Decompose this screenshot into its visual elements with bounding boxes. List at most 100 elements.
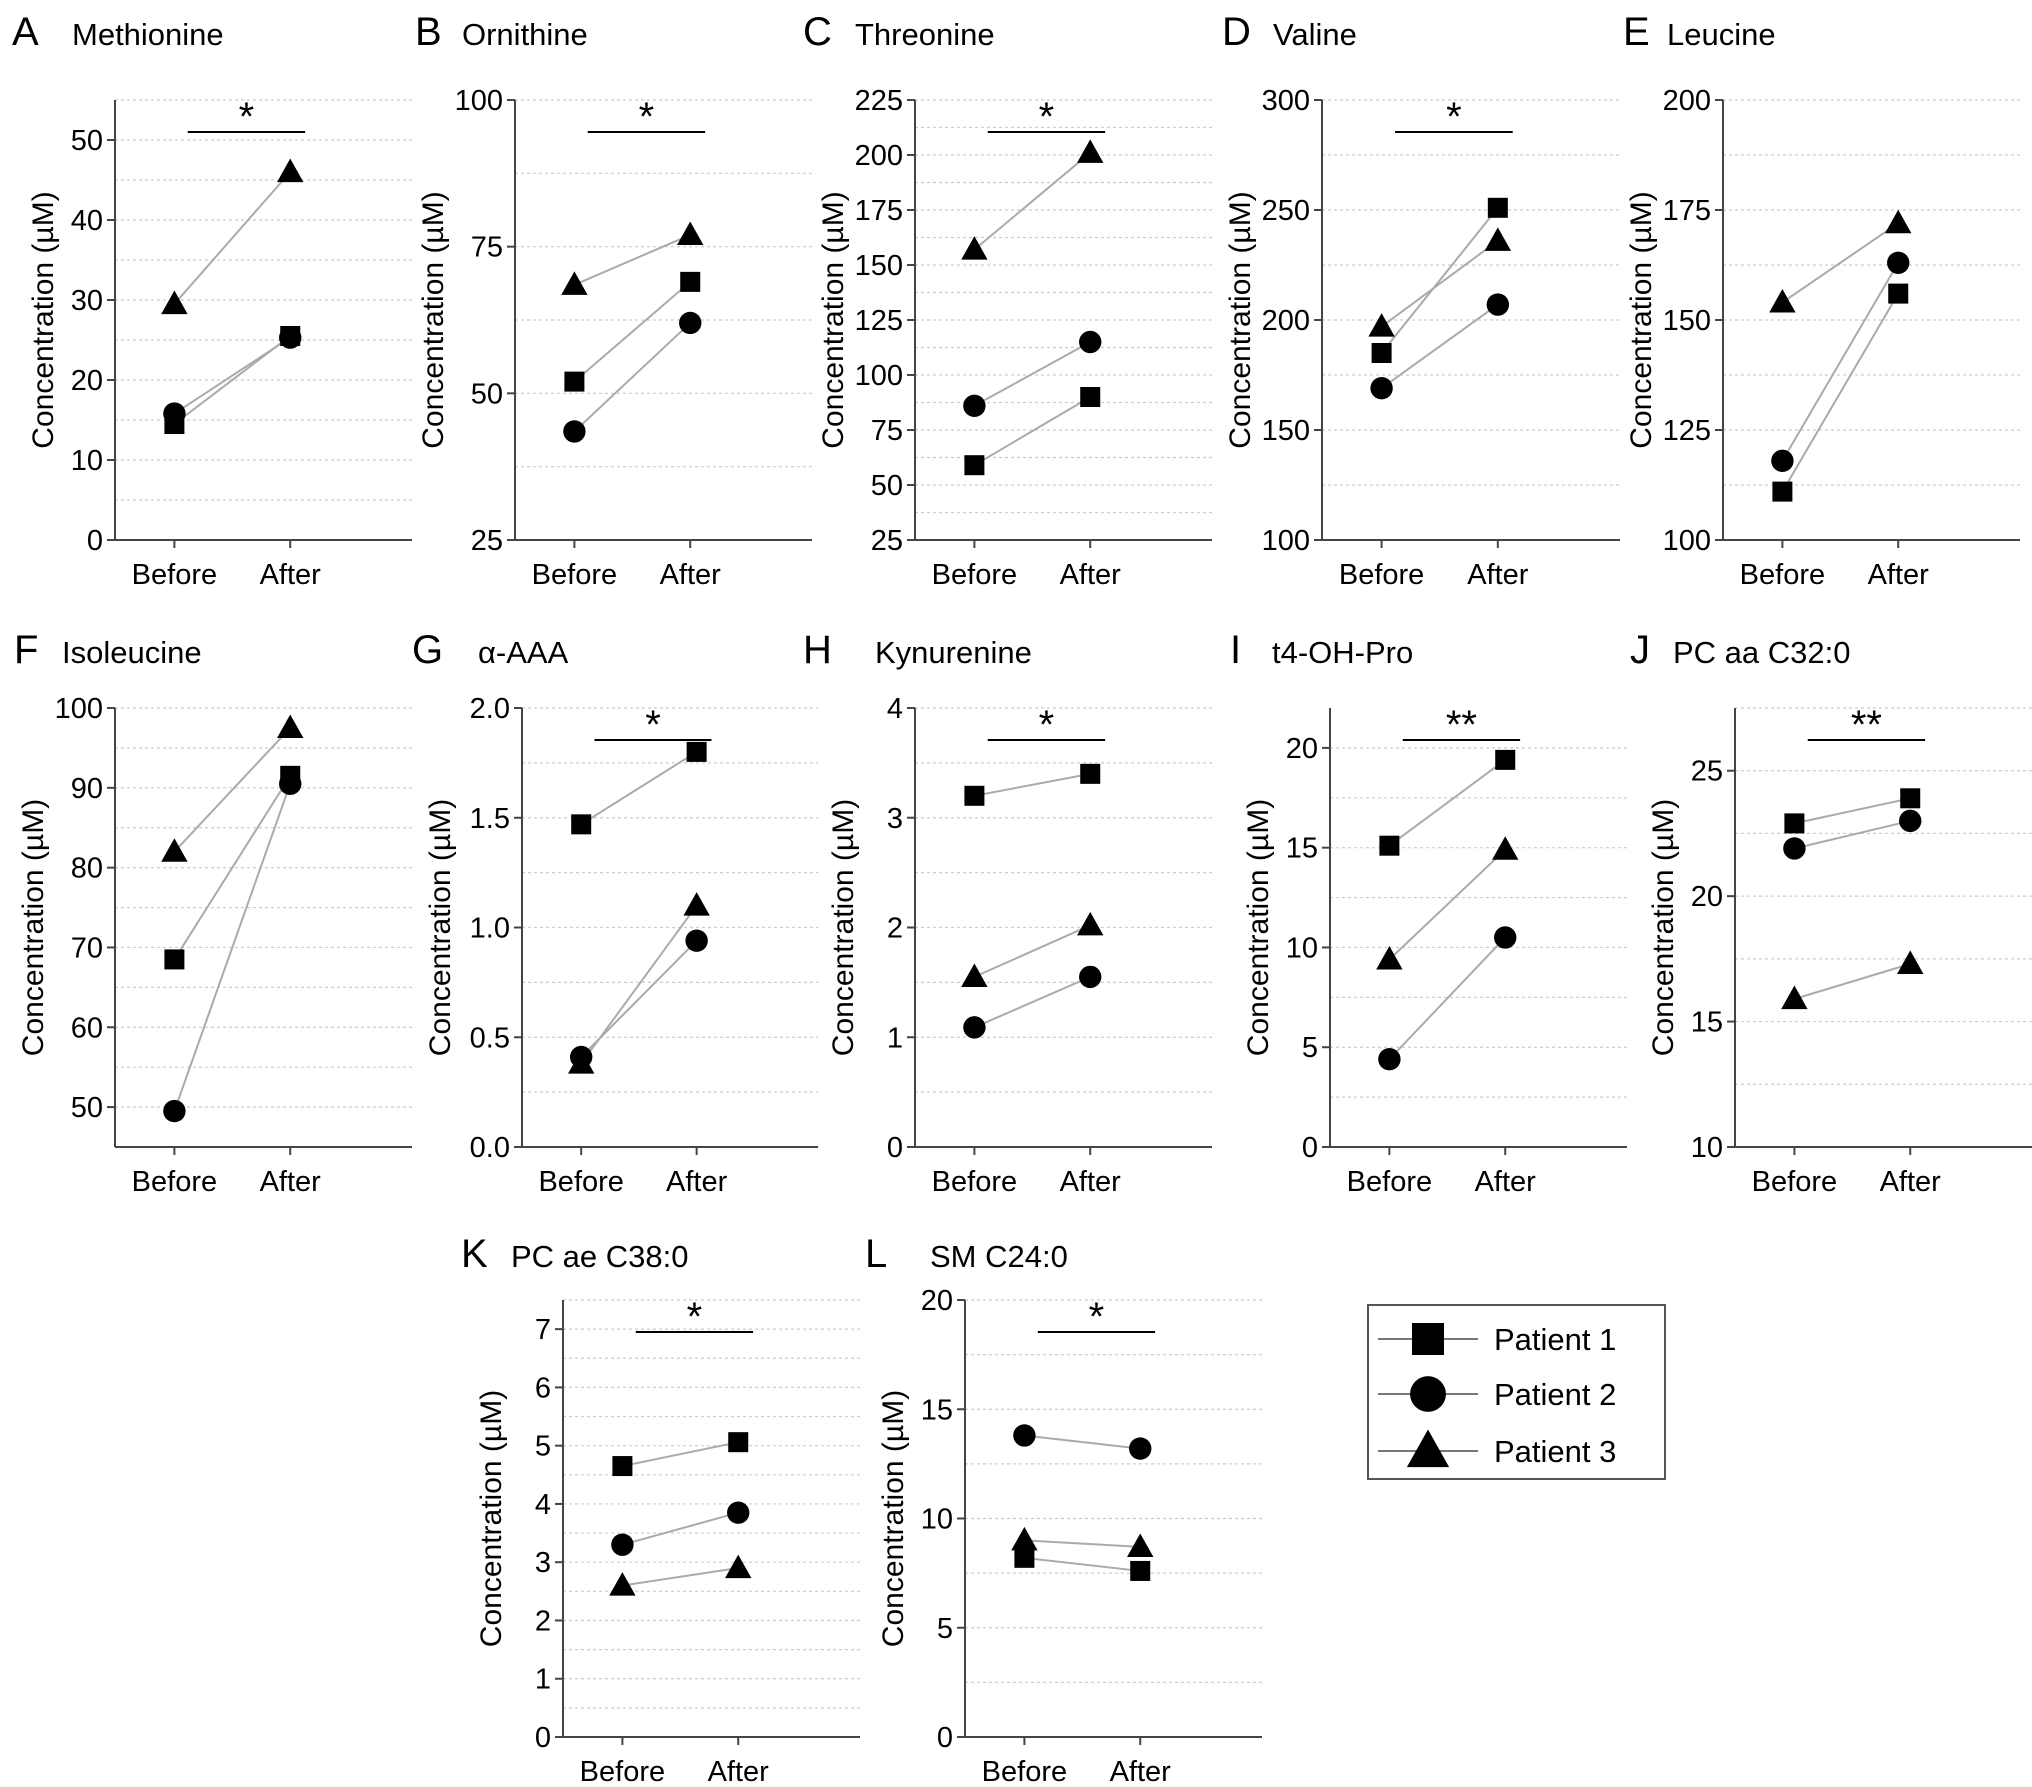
y-tick-label: 10 — [71, 445, 103, 477]
significance-mark: * — [1039, 95, 1055, 139]
panel-letter: E — [1623, 10, 1650, 54]
series-line-patient-2 — [173, 336, 291, 415]
panel-a: A Methionine 0 10 20 30 40 50 Before After Concent… — [12, 10, 412, 591]
series-line-patient-3 — [173, 171, 291, 305]
y-tick-label: 150 — [1663, 305, 1711, 337]
panel-letter: D — [1222, 10, 1251, 54]
panel-e: E Leucine 100 125 150 175 200 Before After Concen… — [1623, 10, 2020, 591]
y-tick-label: 0 — [887, 1132, 903, 1164]
x-tick-label: Before — [1740, 559, 1825, 591]
data-point-patient-2-before — [611, 1533, 634, 1556]
panel-letter: A — [12, 10, 39, 54]
panel-l: L SM C24:0 0 5 10 15 20 Before After Concentratio… — [865, 1232, 1262, 1787]
data-point-patient-2-after — [1079, 965, 1102, 989]
y-tick-label: 100 — [55, 693, 103, 725]
series-line-patient-3 — [622, 1567, 739, 1587]
y-axis-label: Concentration (µM) — [1647, 799, 1680, 1056]
data-point-patient-3-before — [161, 838, 188, 862]
series-line-patient-2 — [974, 975, 1091, 1029]
y-tick-label: 4 — [887, 693, 903, 725]
y-tick-label: 10 — [1286, 932, 1318, 964]
x-tick-label: After — [1475, 1166, 1537, 1198]
y-tick-label: 5 — [535, 1431, 551, 1463]
x-tick-label: After — [1467, 559, 1529, 591]
panel-j: J PC aa C32:0 10 15 20 25 Before After Concentra… — [1630, 628, 2032, 1198]
y-tick-label: 100 — [1663, 525, 1711, 557]
data-point-patient-3-after — [1885, 209, 1912, 234]
square-icon — [1412, 1323, 1444, 1355]
series-line-patient-1 — [1794, 797, 1911, 825]
y-tick-label: 0 — [535, 1722, 551, 1754]
series-line-patient-3 — [1794, 962, 1911, 1000]
panel-letter: I — [1230, 628, 1241, 672]
data-point-patient-3-after — [1077, 911, 1104, 936]
y-tick-label: 10 — [921, 1504, 953, 1536]
legend-label: Patient 1 — [1494, 1322, 1616, 1357]
series-line-patient-3 — [973, 924, 1091, 978]
significance-mark: ** — [1446, 703, 1477, 747]
x-tick-label: After — [1868, 559, 1930, 591]
significance-mark: * — [687, 1295, 703, 1339]
data-point-patient-1-before — [612, 1456, 633, 1477]
series-line-patient-2 — [1381, 303, 1499, 390]
x-tick-label: Before — [1752, 1166, 1837, 1198]
y-tick-label: 4 — [535, 1489, 551, 1521]
y-axis-label: Concentration (µM) — [1625, 191, 1658, 448]
y-tick-label: 150 — [855, 250, 903, 282]
y-tick-label: 15 — [1691, 1007, 1723, 1039]
x-tick-label: Before — [1347, 1166, 1432, 1198]
significance-mark: * — [645, 703, 661, 747]
data-point-patient-2-after — [1129, 1437, 1152, 1460]
x-tick-label: Before — [982, 1756, 1067, 1787]
series-line-patient-3 — [973, 152, 1091, 251]
x-tick-label: Before — [538, 1166, 623, 1198]
data-point-patient-1-before — [1014, 1547, 1035, 1568]
y-tick-label: 50 — [471, 378, 503, 410]
data-point-patient-1-before — [1379, 835, 1400, 856]
series-line-patient-2 — [573, 322, 691, 433]
y-tick-label: 60 — [71, 1012, 103, 1044]
series-line-patient-1 — [974, 772, 1091, 797]
data-point-patient-2-after — [1899, 809, 1922, 833]
y-tick-label: 50 — [71, 1092, 103, 1124]
y-tick-label: 20 — [1286, 733, 1318, 765]
x-tick-label: After — [260, 1166, 322, 1198]
data-point-patient-3-after — [277, 714, 304, 739]
series-line-patient-3 — [1024, 1539, 1141, 1548]
data-point-patient-2-after — [279, 326, 302, 349]
legend: Patient 1 Patient 2 Patient 3 — [1367, 1304, 1666, 1480]
data-point-patient-1-before — [964, 455, 985, 476]
data-point-patient-1-after — [1888, 283, 1909, 304]
data-point-patient-2-after — [679, 311, 702, 335]
y-tick-label: 15 — [921, 1394, 953, 1426]
y-tick-label: 20 — [71, 365, 103, 397]
panel-title: Valine — [1273, 17, 1357, 52]
data-point-patient-3-after — [1897, 950, 1924, 974]
series-line-patient-2 — [973, 341, 1091, 407]
y-tick-label: 225 — [855, 85, 903, 117]
y-axis-label: Concentration (µM) — [424, 799, 457, 1056]
data-point-patient-3-before — [1376, 945, 1403, 970]
data-point-patient-2-after — [727, 1501, 750, 1524]
y-tick-label: 10 — [1691, 1132, 1723, 1164]
series-line-patient-3 — [173, 727, 291, 853]
y-tick-label: 90 — [71, 773, 103, 805]
y-axis-label: Concentration (µM) — [817, 191, 850, 448]
data-point-patient-2-before — [1771, 449, 1794, 472]
data-point-patient-2-before — [163, 1099, 186, 1123]
panel-letter: L — [865, 1232, 887, 1276]
y-axis-label: Concentration (µM) — [475, 1390, 508, 1647]
panel-f: F Isoleucine 50 60 70 80 90 100 Before After Conce… — [14, 628, 412, 1198]
panel-title: SM C24:0 — [930, 1239, 1068, 1274]
data-point-patient-3-before — [568, 1050, 595, 1074]
y-tick-label: 300 — [1262, 85, 1310, 117]
data-point-patient-3-before — [161, 290, 188, 315]
y-tick-label: 1.0 — [470, 913, 510, 945]
significance-mark: * — [1446, 95, 1462, 139]
series-line-patient-2 — [1794, 819, 1911, 850]
y-tick-label: 0 — [937, 1722, 953, 1754]
y-tick-label: 70 — [71, 932, 103, 964]
data-point-patient-1-after — [1495, 749, 1516, 770]
x-tick-label: Before — [532, 559, 617, 591]
